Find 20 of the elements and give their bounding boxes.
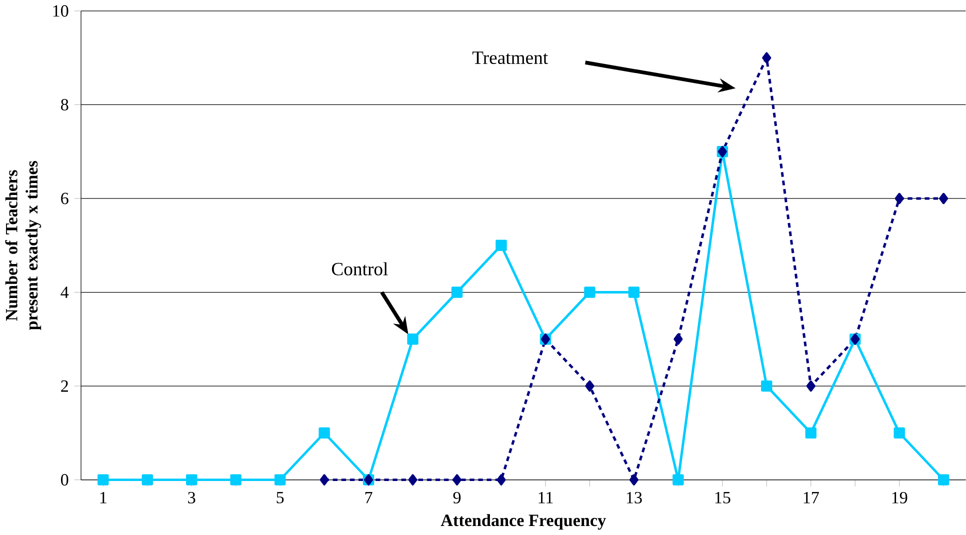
annotation: Treatment (472, 52, 548, 64)
x-tick-label: 9 (453, 492, 461, 504)
x-tick-label: 3 (188, 492, 196, 504)
y-tick-label: 4 (60, 286, 69, 298)
annotation: Control (332, 262, 388, 276)
x-tick-label: 1 (100, 492, 106, 504)
x-tick-label: 17 (804, 492, 819, 504)
y-tick-label: 0 (61, 474, 68, 486)
x-tick-label: 7 (365, 492, 372, 504)
x-tick-label: 13 (626, 492, 642, 504)
y-axis-title: Number of Teachers present exactly x times (5, 161, 42, 330)
y-tick-label: 2 (61, 380, 68, 392)
y-tick-label: 6 (61, 192, 68, 204)
x-tick-label: 5 (276, 492, 284, 504)
y-tick-label: 8 (61, 99, 68, 111)
x-tick-label: 15 (715, 492, 730, 504)
x-tick-label: 19 (892, 492, 908, 504)
x-tick-label: 11 (538, 492, 553, 504)
x-axis-title: Attendance Frequency (440, 514, 606, 530)
y-tick-label: 10 (53, 5, 68, 17)
